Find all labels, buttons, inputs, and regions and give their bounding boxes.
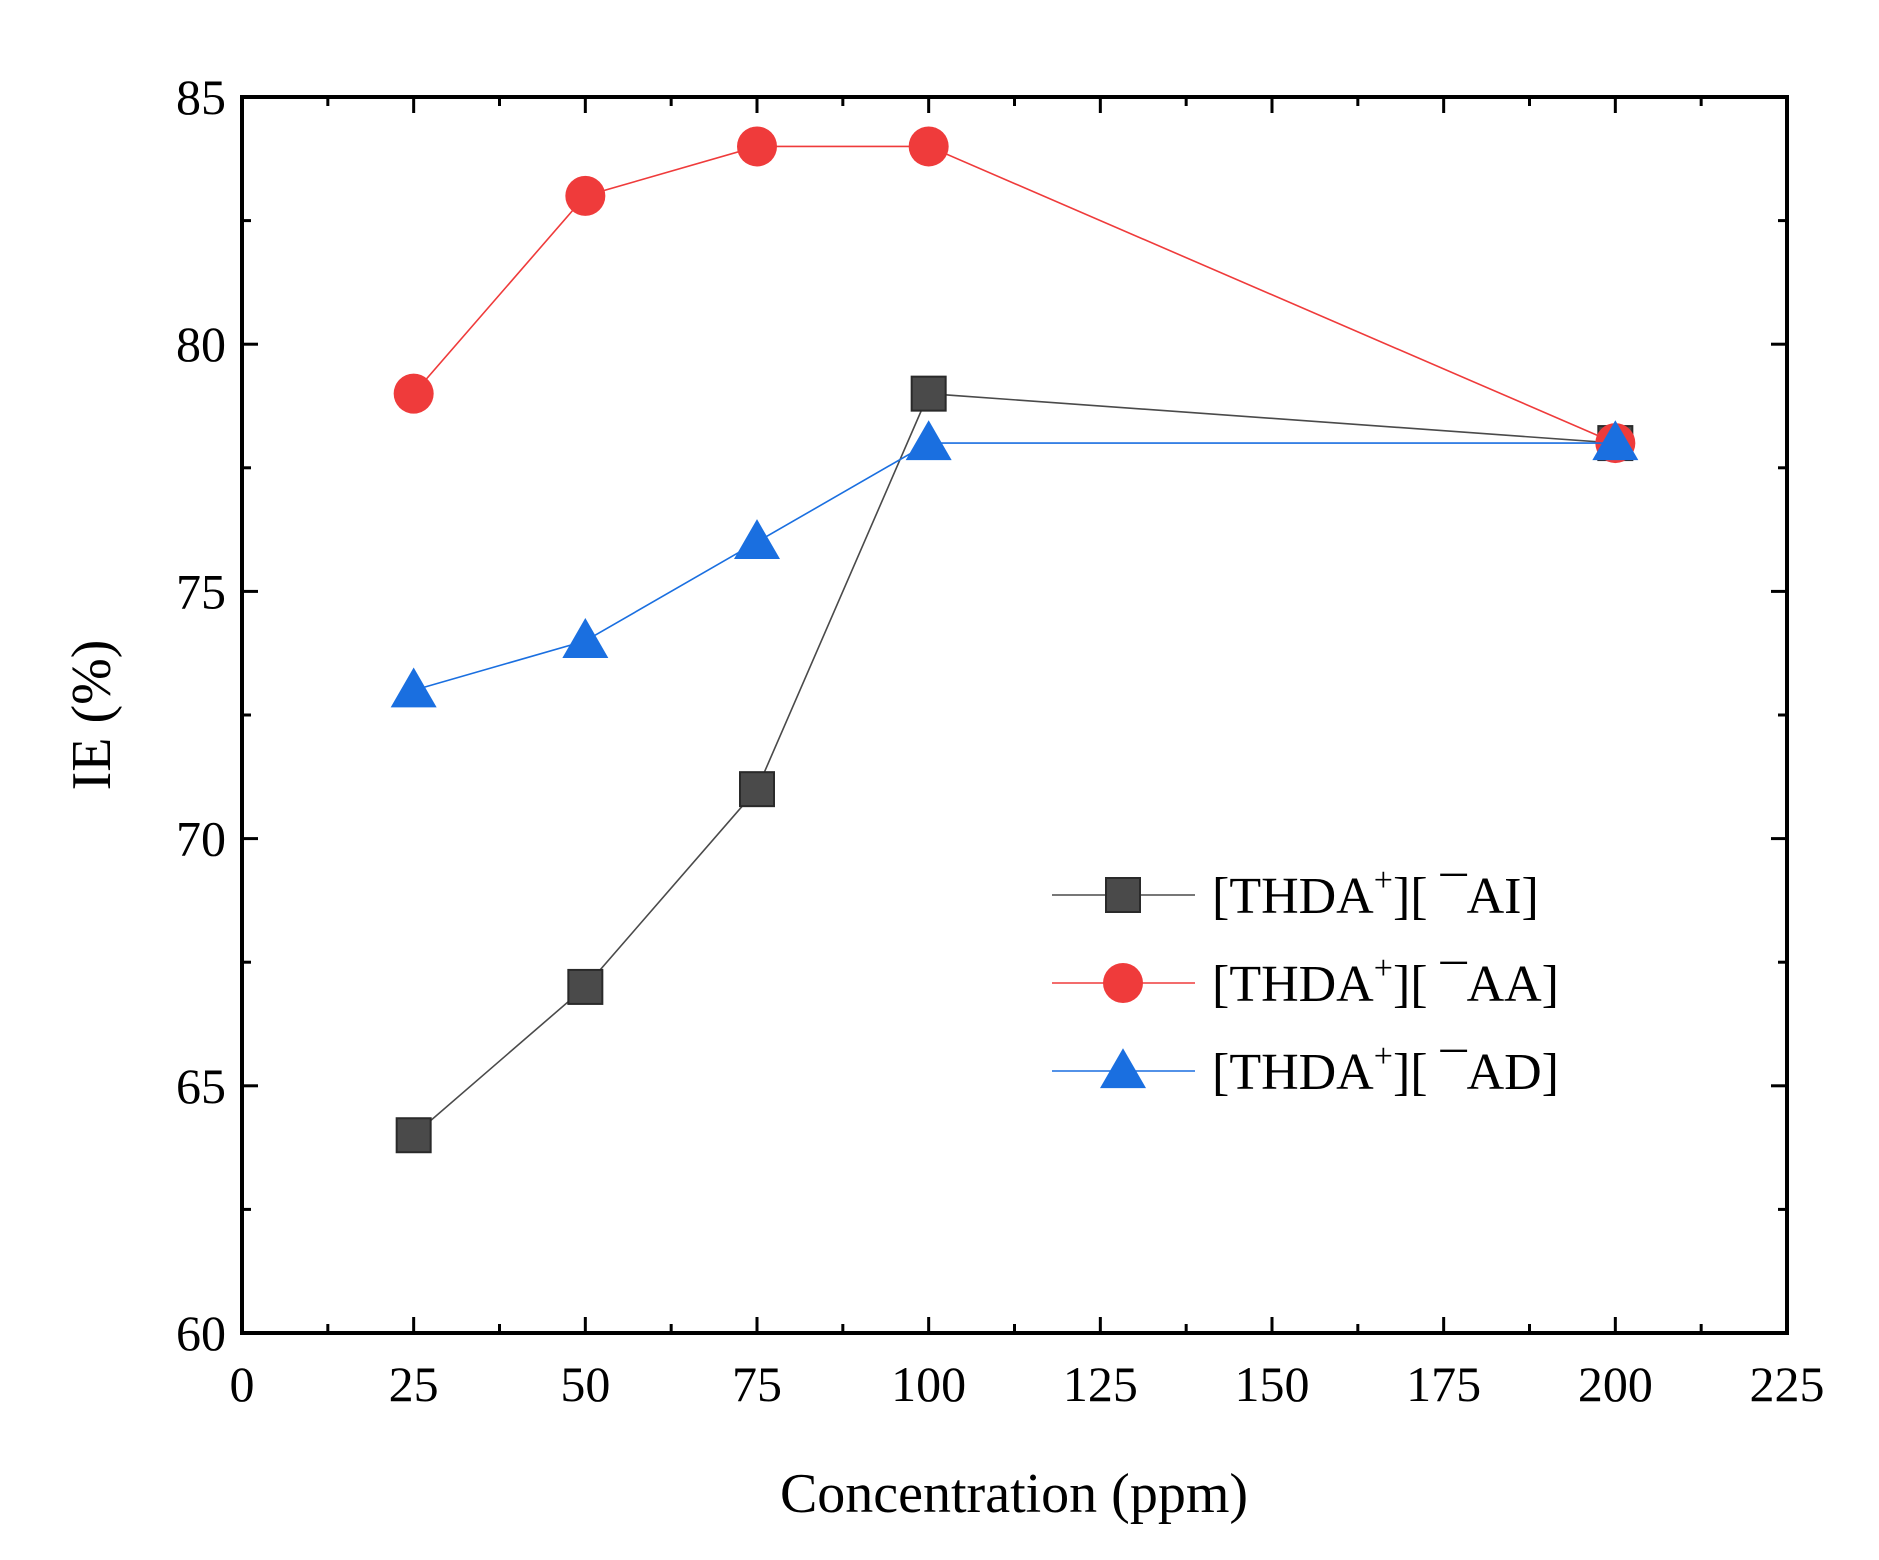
legend-item: [THDA+][ ¯AA] bbox=[1052, 950, 1559, 1013]
legend-label-bracket: ][ bbox=[1393, 956, 1428, 1013]
legend-marker bbox=[1100, 1048, 1146, 1089]
legend-label-anion: ¯AA] bbox=[1428, 956, 1559, 1013]
data-point bbox=[737, 126, 777, 167]
legend-label: [THDA+][ ¯AA] bbox=[1212, 950, 1559, 1013]
legend-label-superscript: + bbox=[1374, 1038, 1393, 1075]
y-tick-label: 85 bbox=[176, 69, 226, 125]
data-point bbox=[905, 420, 952, 461]
y-tick-label: 80 bbox=[176, 316, 226, 372]
legend-label-cation: [THDA bbox=[1212, 956, 1374, 1013]
data-point bbox=[567, 968, 604, 1005]
series-triangle bbox=[390, 420, 1639, 708]
y-axis-title: IE (%) bbox=[61, 640, 123, 791]
data-point bbox=[393, 373, 434, 414]
data-point bbox=[390, 667, 437, 708]
x-tick-label: 200 bbox=[1578, 1356, 1653, 1412]
legend-label-bracket: ][ bbox=[1393, 868, 1428, 925]
data-point bbox=[739, 771, 775, 808]
y-tick-label: 60 bbox=[176, 1305, 226, 1361]
legend-item: [THDA+][ ¯AD] bbox=[1052, 1038, 1559, 1101]
legend-label-cation: [THDA bbox=[1212, 1044, 1374, 1101]
x-tick-label: 225 bbox=[1750, 1356, 1825, 1412]
x-tick-label: 25 bbox=[389, 1356, 439, 1412]
data-point bbox=[565, 175, 606, 216]
x-tick-label: 150 bbox=[1235, 1356, 1310, 1412]
y-tick-label: 70 bbox=[176, 811, 226, 867]
x-tick-label: 100 bbox=[891, 1356, 966, 1412]
y-tick-label: 75 bbox=[176, 563, 226, 619]
data-point bbox=[908, 126, 949, 167]
y-tick-label: 65 bbox=[176, 1058, 226, 1114]
x-axis-title: Concentration (ppm) bbox=[780, 1463, 1248, 1525]
legend-label: [THDA+][ ¯AD] bbox=[1212, 1038, 1559, 1101]
x-tick-label: 75 bbox=[732, 1356, 782, 1412]
x-tick-label: 175 bbox=[1406, 1356, 1481, 1412]
data-point bbox=[910, 375, 947, 412]
x-tick-label: 0 bbox=[230, 1356, 255, 1412]
legend-label-cation: [THDA bbox=[1212, 868, 1374, 925]
axis-tick-labels: 0 25 50 75 100 125 150 175 200 225 60 65 70 75 80 85 bbox=[176, 69, 1825, 1412]
legend: [THDA+][ ¯AI][THDA+][ ¯AA][THDA+][ ¯AD] bbox=[1052, 862, 1559, 1101]
legend-marker bbox=[1105, 877, 1141, 913]
legend-label: [THDA+][ ¯AI] bbox=[1212, 862, 1539, 925]
legend-item: [THDA+][ ¯AI] bbox=[1052, 862, 1539, 925]
legend-label-bracket: ][ bbox=[1393, 1044, 1428, 1101]
axis-ticks bbox=[240, 95, 1789, 1335]
data-point bbox=[395, 1117, 432, 1154]
legend-label-superscript: + bbox=[1374, 862, 1393, 899]
x-tick-label: 50 bbox=[560, 1356, 610, 1412]
series-layer bbox=[390, 126, 1639, 1154]
legend-label-anion: ¯AI] bbox=[1428, 868, 1539, 925]
data-point bbox=[734, 519, 780, 560]
x-tick-label: 125 bbox=[1063, 1356, 1138, 1412]
data-point bbox=[1592, 420, 1639, 461]
legend-marker bbox=[1103, 963, 1143, 1003]
data-point bbox=[562, 618, 609, 658]
legend-label-superscript: + bbox=[1374, 950, 1393, 987]
legend-label-anion: ¯AD] bbox=[1428, 1044, 1559, 1101]
